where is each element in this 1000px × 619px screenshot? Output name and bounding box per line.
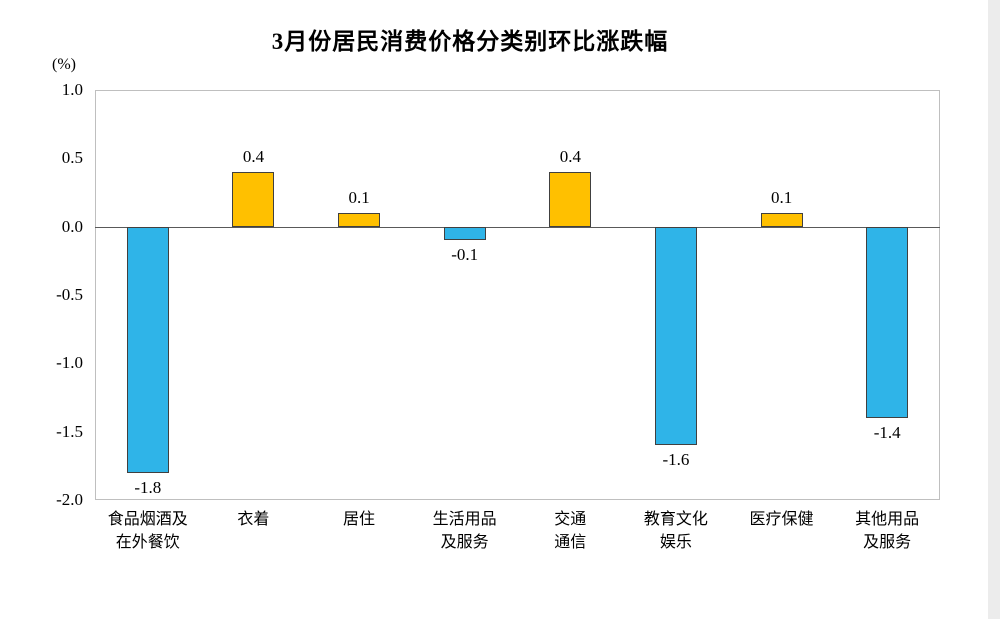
x-axis-category-label: 食品烟酒及 在外餐饮 <box>107 511 188 552</box>
plot-area <box>95 90 940 500</box>
bar-value-label: 0.4 <box>559 147 581 166</box>
x-axis-category-label: 教育文化 娱乐 <box>643 511 708 552</box>
page-right-edge <box>988 0 1000 619</box>
bar-value-label: 0.4 <box>242 147 265 166</box>
y-tick-label: -1.0 <box>56 353 83 373</box>
zero-axis-line <box>95 226 940 228</box>
bar-3 <box>338 213 381 227</box>
x-axis-labels: 食品烟酒及 在外餐饮 衣着 居住 生活用品 及服务 交通 通信 教育文化 娱乐 医疗保健 其他… <box>95 508 940 554</box>
bar-1 <box>126 226 169 473</box>
bar-5 <box>549 172 592 227</box>
x-axis-category-label: 居住 <box>343 511 376 528</box>
y-tick-label: 0.0 <box>61 216 83 236</box>
y-tick-label: -1.5 <box>56 421 83 441</box>
bar-6 <box>654 226 697 446</box>
x-axis-category-label: 交通 通信 <box>554 511 587 552</box>
bar-value-label: 0.1 <box>770 188 793 207</box>
x-axis-category-label: 其他用品 及服务 <box>855 511 920 552</box>
chart-title: 3月份居民消费价格分类别环比涨跌幅 <box>271 29 669 54</box>
y-tick-label: -0.5 <box>56 285 83 304</box>
bar-value-label: -0.1 <box>451 245 479 265</box>
y-axis-unit-label: (%) <box>52 56 76 73</box>
y-tick-label: 0.5 <box>61 148 83 168</box>
bar-2 <box>232 172 275 227</box>
y-tick-label: -2.0 <box>56 490 83 509</box>
bar-4 <box>443 226 486 241</box>
bar-value-label: 0.1 <box>348 188 370 207</box>
bar-8 <box>866 226 909 418</box>
y-tick-label: 1.0 <box>61 80 83 99</box>
bar-value-label: -1.8 <box>134 477 162 497</box>
x-axis-category-label: 生活用品 及服务 <box>432 511 497 552</box>
bar-7 <box>760 213 803 227</box>
x-axis-category-label: 衣着 <box>237 511 270 528</box>
bar-value-label: -1.4 <box>873 423 901 442</box>
bar-value-label: -1.6 <box>662 450 690 470</box>
x-axis-category-label: 医疗保健 <box>749 511 814 528</box>
